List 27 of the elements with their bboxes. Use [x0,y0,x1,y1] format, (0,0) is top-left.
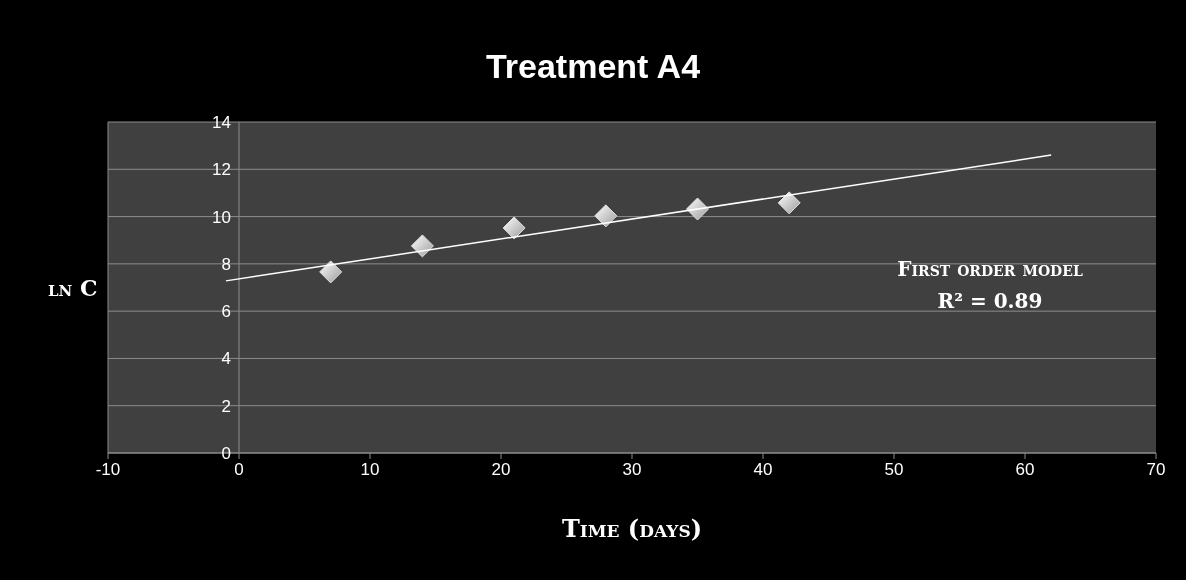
y-axis-title: ln C [48,274,98,301]
annotation: First order model [897,257,1083,281]
y-tick-label: 14 [212,113,231,132]
point [777,191,801,215]
y-tick-label: 4 [221,349,231,369]
y-tick-label: 2 [221,396,231,416]
x-tick-label: 10 [360,460,380,479]
chart-title: Treatment A4 [485,47,701,85]
point [410,234,434,258]
y-tick-label: 0 [221,444,231,463]
y-tick-label: 8 [221,254,231,274]
x-tick-label: 30 [622,460,642,479]
x-tick-label: 70 [1146,460,1166,479]
y-tick-label: 6 [221,302,231,322]
point [319,260,343,284]
annotation: R² = 0.89 [937,289,1043,313]
y-tick-label: 12 [212,160,231,180]
x-tick-label: 40 [753,460,773,479]
y-tick-label: 10 [212,207,231,227]
x-tick-label: 50 [884,460,904,479]
x-tick-label: 20 [491,460,511,479]
x-tick-label: 60 [1015,460,1035,479]
point [594,204,618,228]
x-tick-label: -10 [95,460,121,479]
x-axis-title: Time (days) [561,514,703,543]
point [502,216,526,240]
x-tick-label: 0 [234,460,244,479]
